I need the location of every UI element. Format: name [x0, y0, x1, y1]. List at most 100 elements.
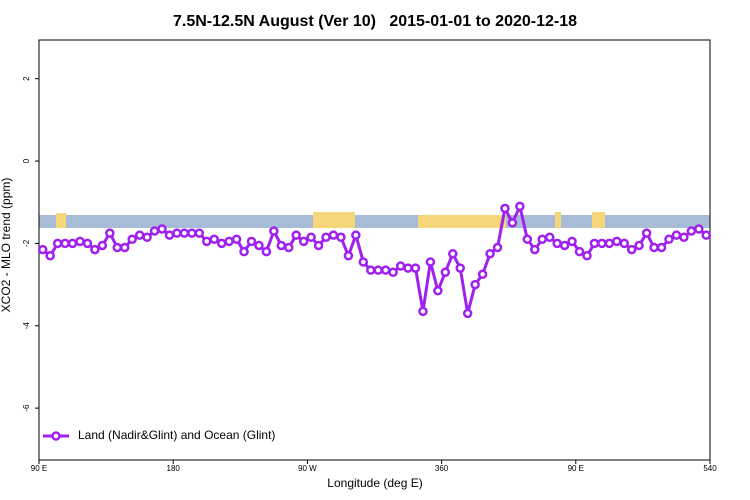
data-point [597, 238, 607, 249]
x-tick-label: 90 E [31, 464, 47, 473]
data-point [641, 228, 652, 238]
data-point [202, 236, 212, 247]
data-point [395, 261, 406, 271]
ocean-strip [39, 215, 710, 228]
data-point [194, 228, 205, 238]
land-strip [313, 212, 355, 228]
data-point [105, 228, 115, 238]
data-point [515, 201, 525, 212]
data-point [574, 246, 585, 257]
data-point [157, 224, 167, 234]
data-point [67, 238, 78, 249]
chart-title: 7.5N-12.5N August (Ver 10) 2015-01-01 to… [173, 13, 577, 30]
data-point [358, 257, 369, 267]
plot-frame [38, 39, 711, 461]
data-point [231, 234, 242, 245]
y-tick-label: 2 [22, 76, 31, 81]
data-point [477, 269, 488, 280]
data-point [612, 236, 622, 247]
data-point [694, 224, 704, 234]
data-point [537, 234, 547, 245]
data-point [343, 251, 354, 261]
data-point [351, 230, 361, 240]
land-strip [56, 213, 66, 228]
data-point [589, 238, 600, 249]
data-point [321, 232, 331, 242]
data-point [127, 234, 137, 245]
land-strip [592, 212, 605, 228]
data-point [269, 226, 279, 236]
data-point [671, 230, 682, 240]
data-point [403, 263, 413, 273]
data-point [336, 232, 346, 242]
data-point [254, 240, 264, 251]
data-point [380, 265, 391, 275]
data-point [433, 286, 443, 296]
data-point [619, 238, 630, 249]
data-point [246, 236, 257, 247]
data-point [216, 238, 227, 249]
data-point [559, 240, 570, 251]
data-point [187, 228, 197, 238]
data-point [552, 238, 562, 249]
data-point [164, 230, 175, 240]
data-point [90, 244, 100, 255]
data-point [373, 265, 383, 275]
data-point [112, 242, 123, 253]
y-tick-label: -2 [22, 239, 31, 247]
data-point [284, 242, 294, 253]
data-point [209, 234, 219, 245]
data-point [530, 244, 540, 255]
land-strip [418, 215, 506, 228]
data-point [261, 246, 272, 257]
data-point [388, 267, 398, 277]
data-point [500, 203, 510, 214]
data-point [634, 240, 644, 251]
data-point [425, 257, 436, 267]
data-point [455, 263, 465, 273]
x-tick-label: 180 [167, 464, 181, 473]
data-point [410, 263, 421, 273]
data-point [97, 240, 108, 251]
data-point [52, 238, 63, 249]
data-point [179, 228, 190, 238]
y-tick-label: -4 [22, 322, 31, 330]
data-point [686, 226, 697, 236]
data-point [60, 238, 70, 249]
data-point [37, 244, 48, 255]
legend-marker [51, 431, 61, 441]
x-tick-label: 90 E [568, 464, 584, 473]
data-point [291, 230, 301, 240]
y-tick-label: -6 [22, 404, 31, 412]
data-point [626, 244, 637, 255]
data-point [462, 308, 473, 319]
data-point [701, 230, 712, 240]
data-point [45, 251, 55, 261]
data-point [298, 236, 309, 247]
data-point [142, 232, 152, 242]
data-point [470, 279, 480, 290]
data-point [418, 306, 428, 317]
data-point [664, 234, 674, 245]
data-point [82, 238, 93, 249]
x-tick-label: 90 W [298, 464, 317, 473]
x-axis-label: Longitude (deg E) [327, 476, 422, 490]
data-point [448, 248, 458, 259]
data-point [522, 234, 533, 245]
data-point [172, 228, 182, 238]
data-point [567, 236, 577, 247]
surface-mask [39, 212, 710, 228]
data-point [149, 226, 160, 236]
data-point [582, 251, 592, 261]
x-tick-label: 540 [703, 464, 717, 473]
data-point [306, 232, 316, 242]
data-point [75, 236, 85, 247]
data-point [224, 236, 234, 247]
data-point [656, 242, 667, 253]
data-point [649, 242, 659, 253]
land-strip [555, 212, 561, 228]
data-point [119, 242, 130, 253]
x-tick-label: 360 [435, 464, 449, 473]
